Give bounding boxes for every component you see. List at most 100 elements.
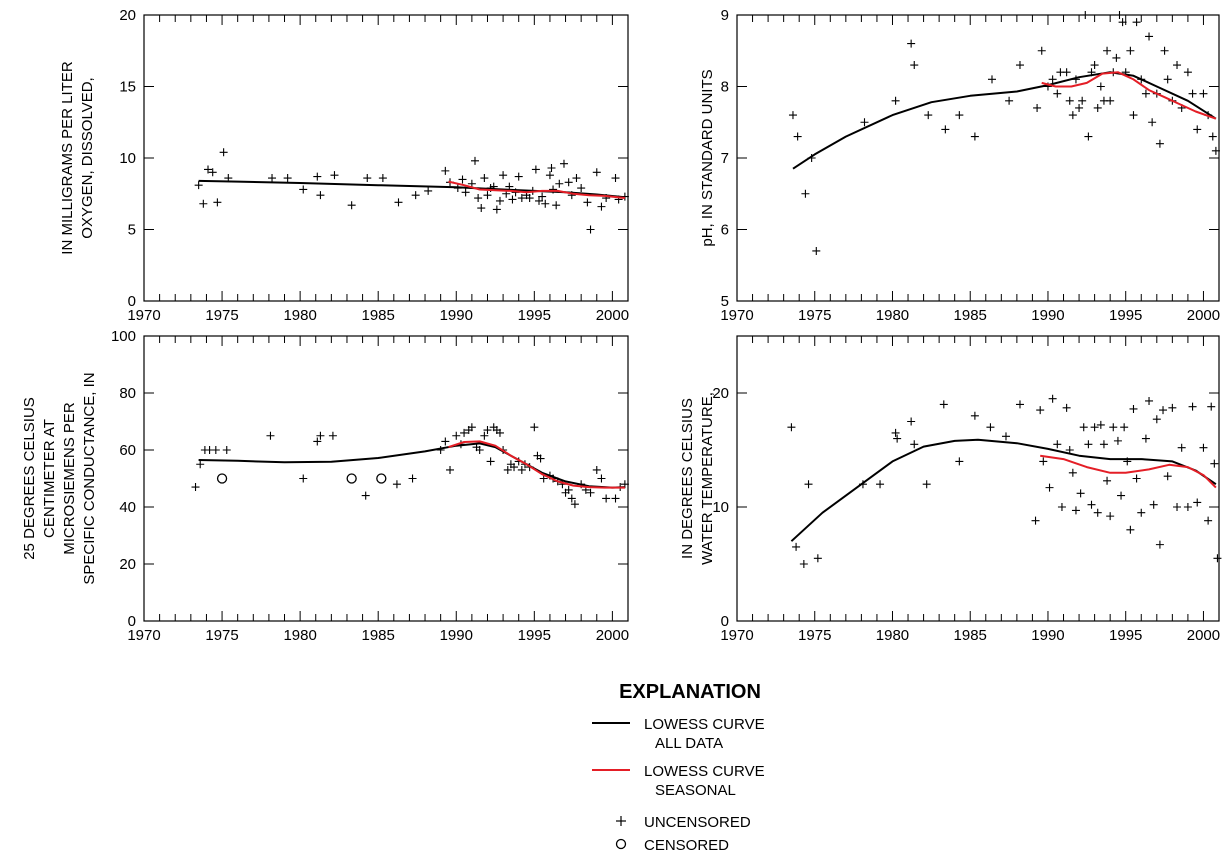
- point-uncensored: [860, 118, 869, 127]
- point-uncensored: [567, 494, 576, 503]
- legend-label-censored: CENSORED: [644, 837, 729, 854]
- x-tick-label: 2000: [1187, 627, 1220, 644]
- y-tick-label: 20: [712, 385, 729, 402]
- point-uncensored: [486, 457, 495, 466]
- point-uncensored: [510, 463, 519, 472]
- point-uncensored: [1068, 468, 1077, 477]
- point-uncensored: [572, 174, 581, 183]
- x-tick-label: 1975: [205, 307, 238, 324]
- x-tick-label: 1975: [205, 627, 238, 644]
- point-uncensored: [986, 423, 995, 432]
- point-uncensored: [941, 125, 950, 134]
- y-tick-label: 0: [128, 613, 136, 630]
- x-tick-label: 1995: [518, 627, 551, 644]
- point-uncensored: [328, 431, 337, 440]
- point-uncensored: [1062, 403, 1071, 412]
- point-uncensored: [204, 165, 213, 174]
- x-tick-label: 1975: [798, 627, 831, 644]
- line-lowess-all: [790, 438, 1217, 542]
- y-tick-label: 0: [721, 613, 729, 630]
- point-uncensored: [987, 75, 996, 84]
- x-tick-label: 1990: [1031, 307, 1064, 324]
- point-uncensored: [970, 411, 979, 420]
- point-uncensored: [483, 426, 492, 435]
- point-uncensored: [313, 437, 322, 446]
- point-uncensored: [394, 198, 403, 207]
- point-uncensored: [910, 61, 919, 70]
- point-uncensored: [1084, 440, 1093, 449]
- point-uncensored: [1076, 489, 1085, 498]
- point-uncensored: [475, 446, 484, 454]
- point-uncensored: [1036, 406, 1045, 415]
- point-uncensored: [1213, 554, 1222, 563]
- point-uncensored: [316, 191, 325, 200]
- point-uncensored: [586, 225, 595, 234]
- point-uncensored: [1173, 61, 1182, 70]
- point-uncensored: [1048, 394, 1057, 403]
- point-uncensored: [939, 400, 948, 409]
- point-uncensored: [299, 474, 308, 483]
- x-tick-label: 2000: [596, 307, 629, 324]
- point-uncensored: [891, 428, 900, 437]
- point-uncensored: [1160, 46, 1169, 55]
- point-uncensored: [1132, 18, 1141, 27]
- point-uncensored: [219, 148, 228, 157]
- point-uncensored: [1126, 46, 1135, 55]
- point-uncensored: [1155, 540, 1164, 549]
- point-uncensored: [555, 179, 564, 188]
- y-axis-label: MICROSIEMENS PER: [61, 402, 78, 555]
- x-tick-label: 1980: [876, 627, 909, 644]
- point-uncensored: [541, 199, 550, 208]
- y-tick-label: 10: [119, 150, 136, 167]
- y-tick-label: 80: [119, 385, 136, 402]
- point-uncensored: [477, 204, 486, 213]
- legend-label-lowess-all-2: ALL DATA: [655, 735, 723, 752]
- point-uncensored: [910, 440, 919, 449]
- point-uncensored: [266, 431, 275, 440]
- point-uncensored: [1126, 525, 1135, 534]
- point-uncensored: [424, 186, 433, 195]
- point-uncensored: [408, 474, 417, 483]
- y-axis-label: WATER TEMPERATURE,: [699, 392, 716, 565]
- point-uncensored: [1204, 516, 1213, 525]
- x-tick-label: 1990: [1031, 627, 1064, 644]
- point-uncensored: [1106, 512, 1115, 521]
- point-uncensored: [1129, 111, 1138, 120]
- point-uncensored: [1048, 75, 1057, 84]
- point-uncensored: [924, 111, 933, 120]
- point-uncensored: [1163, 472, 1172, 481]
- line-lowess-seasonal: [1040, 454, 1217, 489]
- point-uncensored: [1137, 508, 1146, 517]
- point-uncensored: [611, 174, 620, 183]
- point-uncensored: [363, 174, 372, 183]
- point-uncensored: [1141, 434, 1150, 443]
- line-lowess-seasonal: [448, 180, 626, 199]
- y-axis-label: IN DEGREES CELSIUS: [679, 398, 696, 559]
- point-uncensored: [1210, 459, 1219, 468]
- point-uncensored: [1145, 32, 1154, 41]
- point-uncensored: [1129, 404, 1138, 413]
- point-uncensored: [592, 168, 601, 177]
- point-uncensored: [458, 175, 467, 184]
- point-uncensored: [330, 171, 339, 180]
- point-uncensored: [1078, 96, 1087, 105]
- x-tick-label: 1985: [362, 307, 395, 324]
- y-tick-label: 0: [128, 293, 136, 310]
- point-uncensored: [1015, 400, 1024, 409]
- point-uncensored: [514, 172, 523, 181]
- point-uncensored: [538, 192, 547, 201]
- y-tick-label: 5: [128, 222, 136, 239]
- point-uncensored: [191, 483, 200, 492]
- point-uncensored: [597, 202, 606, 211]
- point-uncensored: [1033, 103, 1042, 112]
- x-tick-label: 1985: [362, 627, 395, 644]
- point-uncensored: [1163, 75, 1172, 84]
- point-uncensored: [1053, 89, 1062, 98]
- point-uncensored: [347, 201, 356, 210]
- point-uncensored: [535, 196, 544, 205]
- x-tick-label: 1990: [440, 627, 473, 644]
- legend-label-lowess-seasonal-2: SEASONAL: [655, 782, 736, 799]
- point-uncensored: [1199, 89, 1208, 98]
- y-tick-label: 10: [712, 499, 729, 516]
- point-uncensored: [1132, 474, 1141, 483]
